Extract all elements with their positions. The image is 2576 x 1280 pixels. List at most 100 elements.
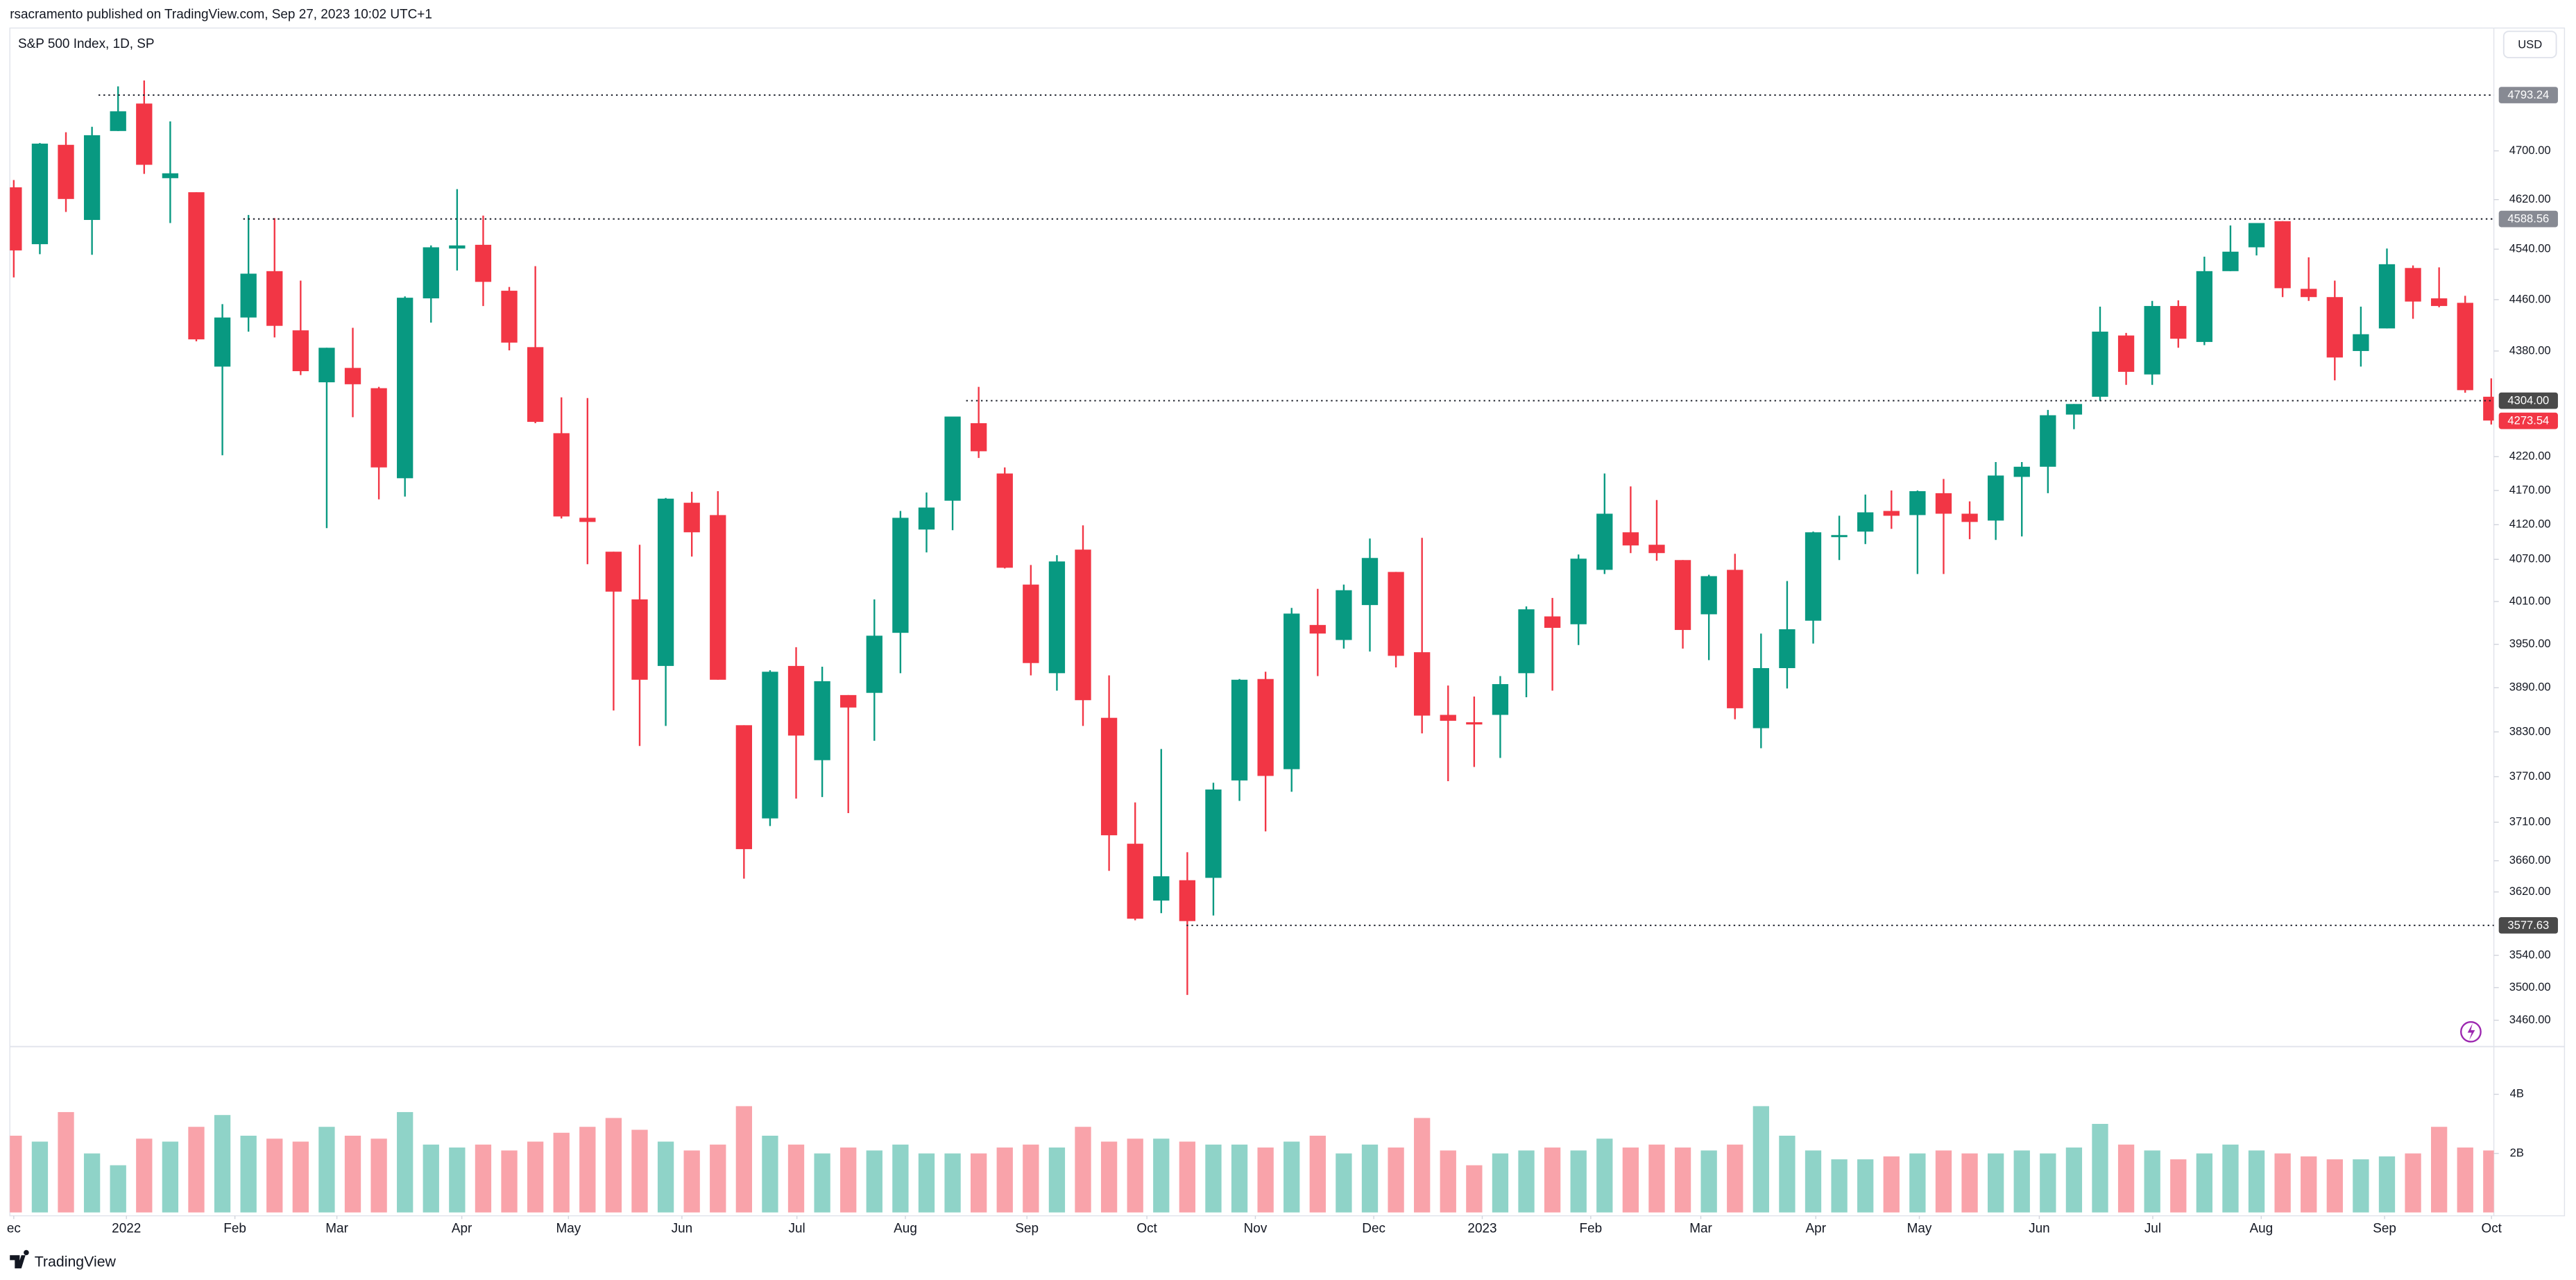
volume-bar bbox=[2353, 1159, 2369, 1213]
x-tick-label: Mar bbox=[325, 1221, 348, 1236]
brand-mark bbox=[10, 1249, 29, 1269]
volume-bar bbox=[710, 1144, 726, 1213]
x-tick-label: 2022 bbox=[112, 1221, 141, 1236]
level-label-box bbox=[2498, 392, 2558, 409]
y-tick-label: 4120.00 bbox=[2509, 518, 2551, 531]
x-tick-label: Nov bbox=[1244, 1221, 1268, 1236]
volume-bar bbox=[2483, 1150, 2494, 1213]
volume-bar bbox=[2274, 1153, 2291, 1213]
candle-body bbox=[918, 507, 935, 530]
volume-bar bbox=[2013, 1150, 2030, 1213]
volume-bar bbox=[2301, 1156, 2317, 1213]
candle-body bbox=[423, 247, 439, 299]
y-tick-label: 3500.00 bbox=[2509, 980, 2551, 993]
volume-bar bbox=[344, 1136, 361, 1213]
candle-body bbox=[2405, 268, 2421, 302]
volume-bar bbox=[214, 1115, 231, 1213]
volume-bar bbox=[449, 1147, 466, 1213]
candle-body bbox=[2065, 404, 2083, 415]
volume-bar bbox=[136, 1138, 153, 1213]
volume-bar bbox=[1127, 1138, 1143, 1213]
volume-bar bbox=[292, 1141, 309, 1213]
candle-body bbox=[2483, 396, 2494, 421]
candle-body bbox=[1153, 876, 1170, 901]
candle-body bbox=[83, 135, 101, 221]
volume-bar bbox=[971, 1153, 987, 1213]
candle-body bbox=[2170, 306, 2187, 339]
candle-body bbox=[1883, 511, 1900, 516]
candle-body bbox=[683, 502, 700, 533]
candle-body bbox=[1205, 790, 1222, 878]
candle-body bbox=[2222, 251, 2239, 271]
candle-body bbox=[370, 388, 387, 468]
y-tick-label: 4070.00 bbox=[2509, 552, 2551, 565]
volume-bar bbox=[1257, 1147, 1274, 1213]
candle-body bbox=[527, 347, 544, 423]
volume-bar bbox=[188, 1127, 205, 1213]
x-tick-label: Feb bbox=[223, 1221, 246, 1236]
x-tick-label: 2023 bbox=[1467, 1221, 1496, 1236]
volume-bar bbox=[1231, 1144, 1248, 1213]
candle-body bbox=[1700, 576, 1717, 615]
volume-tick-label: 2B bbox=[2510, 1146, 2524, 1159]
brand-logo bbox=[10, 1249, 29, 1269]
y-tick-label: 3660.00 bbox=[2509, 853, 2551, 867]
y-tick-label: 4010.00 bbox=[2509, 594, 2551, 607]
candle-body bbox=[944, 416, 961, 501]
volume-bar bbox=[1700, 1150, 1717, 1213]
candle-body bbox=[1231, 679, 1248, 780]
alert-bolt[interactable] bbox=[2467, 1023, 2475, 1041]
volume-bar bbox=[2170, 1159, 2187, 1213]
volume-bar bbox=[2222, 1144, 2239, 1213]
x-tick-label: Jun bbox=[2029, 1221, 2050, 1236]
candle-body bbox=[631, 599, 648, 680]
volume-bar bbox=[58, 1111, 74, 1213]
candle-body bbox=[971, 423, 987, 452]
candle-body bbox=[2248, 223, 2265, 248]
candle-body bbox=[892, 518, 909, 633]
x-tick-label: Aug bbox=[2249, 1221, 2273, 1236]
alert-icon[interactable] bbox=[2460, 1021, 2482, 1043]
candle-body bbox=[1596, 513, 1613, 570]
candle-body bbox=[1570, 558, 1587, 624]
candle-body bbox=[1257, 679, 1274, 776]
volume-bar bbox=[1518, 1150, 1535, 1213]
candle-body bbox=[2457, 302, 2473, 391]
y-tick-label: 4220.00 bbox=[2509, 450, 2551, 463]
currency-button[interactable] bbox=[2502, 31, 2557, 58]
candle-body bbox=[1805, 532, 1822, 621]
volume-bar bbox=[1205, 1144, 1222, 1213]
symbol-title: S&P 500 Index, 1D, SP bbox=[18, 37, 155, 51]
volume-bar bbox=[397, 1111, 413, 1213]
level-label: 4588.56 bbox=[2507, 212, 2549, 225]
volume-bar bbox=[1727, 1144, 1743, 1213]
volume-bar bbox=[918, 1153, 935, 1213]
currency-label[interactable]: USD bbox=[2518, 38, 2542, 51]
volume-bar bbox=[2196, 1153, 2213, 1213]
volume-bar bbox=[631, 1129, 648, 1213]
candle-body bbox=[110, 111, 126, 131]
candle-body bbox=[2092, 332, 2108, 397]
x-tick-label: Jun bbox=[672, 1221, 693, 1236]
y-tick-label: 3890.00 bbox=[2509, 681, 2551, 694]
candle-body bbox=[1414, 652, 1431, 716]
candle-body bbox=[475, 244, 492, 282]
candle-body bbox=[10, 187, 22, 250]
candle-body bbox=[1179, 880, 1196, 921]
candle-body bbox=[1100, 717, 1118, 835]
volume-bar bbox=[840, 1147, 857, 1213]
volume-bar bbox=[1779, 1136, 1795, 1213]
volume-bar bbox=[1440, 1150, 1456, 1213]
volume-bar bbox=[1023, 1144, 1039, 1213]
volume-bar bbox=[266, 1138, 283, 1213]
y-tick-label: 3950.00 bbox=[2509, 637, 2551, 650]
candle-body bbox=[866, 635, 882, 693]
volume-bar bbox=[2405, 1153, 2421, 1213]
candle-body bbox=[1648, 545, 1665, 554]
candle-body bbox=[840, 694, 857, 708]
candle-body bbox=[553, 433, 570, 517]
volume-bar bbox=[866, 1150, 882, 1213]
candle-body bbox=[1674, 560, 1691, 631]
volume-bar bbox=[605, 1118, 622, 1213]
